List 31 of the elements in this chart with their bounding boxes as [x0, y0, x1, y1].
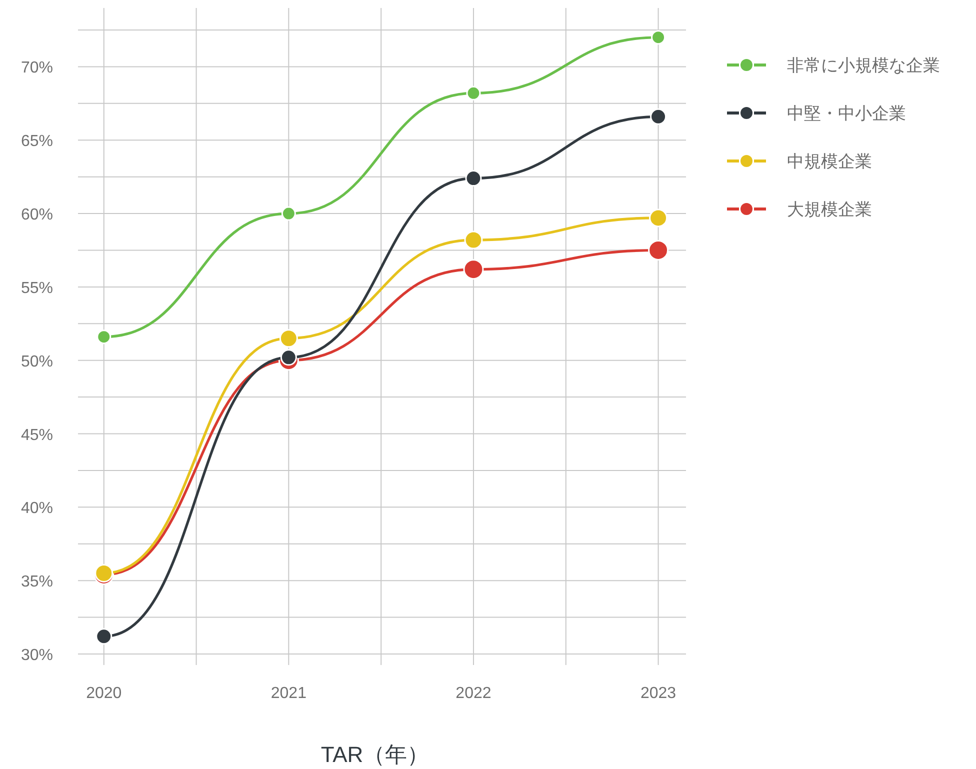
- point: [648, 240, 669, 260]
- y-tick-label: 45%: [20, 426, 53, 444]
- legend-label: 大規模企業: [787, 200, 872, 219]
- y-tick-label: 50%: [20, 353, 53, 370]
- point: [465, 170, 482, 187]
- legend-label: 非常に小規模な企業: [787, 56, 940, 75]
- y-tick-label: 70%: [20, 60, 53, 77]
- legend-label: 中規模企業: [787, 152, 872, 171]
- x-tick-label: 2020: [86, 685, 122, 702]
- y-tick-label: 55%: [20, 280, 53, 297]
- x-tick-label: 2023: [640, 685, 676, 702]
- point: [279, 329, 298, 348]
- y-tick-label: 65%: [20, 133, 53, 150]
- point: [280, 349, 297, 366]
- y-tick-label: 35%: [20, 574, 53, 591]
- x-tick-label: 2022: [456, 685, 492, 702]
- point: [96, 628, 112, 645]
- x-axis-title: TAR（年）: [320, 742, 430, 767]
- point: [96, 330, 112, 344]
- point: [281, 206, 296, 221]
- y-tick-label: 30%: [20, 646, 53, 664]
- y-tick-label: 40%: [20, 500, 53, 518]
- point: [464, 230, 483, 250]
- point: [650, 108, 667, 125]
- x-tick-label: 2021: [270, 685, 307, 702]
- point: [466, 86, 481, 100]
- point: [463, 259, 484, 280]
- point: [649, 208, 668, 228]
- y-tick-label: 60%: [20, 206, 53, 224]
- point: [651, 30, 666, 45]
- legend-label: 中堅・中小企業: [787, 104, 906, 123]
